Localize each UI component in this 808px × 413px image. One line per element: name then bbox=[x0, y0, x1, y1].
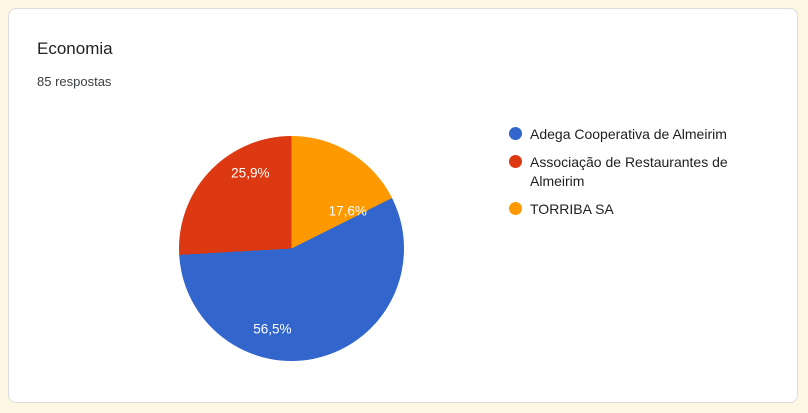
legend-item: Associação de Restaurantes de Almeirim bbox=[509, 153, 764, 191]
legend-item: Adega Cooperativa de Almeirim bbox=[509, 125, 764, 144]
question-summary-card: Economia 85 respostas 56,5% 25,9% 17,6% Ad… bbox=[8, 8, 798, 403]
pie-chart-container: 56,5% 25,9% 17,6% bbox=[179, 136, 404, 361]
legend-label: Adega Cooperativa de Almeirim bbox=[530, 126, 727, 142]
pie-chart bbox=[179, 136, 404, 361]
legend-color-dot bbox=[509, 155, 522, 168]
slice-percentage-label: 25,9% bbox=[231, 165, 270, 181]
slice-percentage-label: 17,6% bbox=[328, 203, 367, 219]
response-count: 85 respostas bbox=[37, 74, 112, 89]
chart-legend: Adega Cooperativa de Almeirim Associação … bbox=[509, 125, 764, 219]
slice-percentage-label: 56,5% bbox=[253, 321, 292, 337]
question-title: Economia bbox=[37, 39, 113, 58]
legend-label: Associação de Restaurantes de Almeirim bbox=[530, 154, 728, 189]
legend-color-dot bbox=[509, 127, 522, 140]
legend-color-dot bbox=[509, 202, 522, 215]
legend-label: TORRIBA SA bbox=[530, 201, 614, 217]
legend-item: TORRIBA SA bbox=[509, 200, 764, 219]
